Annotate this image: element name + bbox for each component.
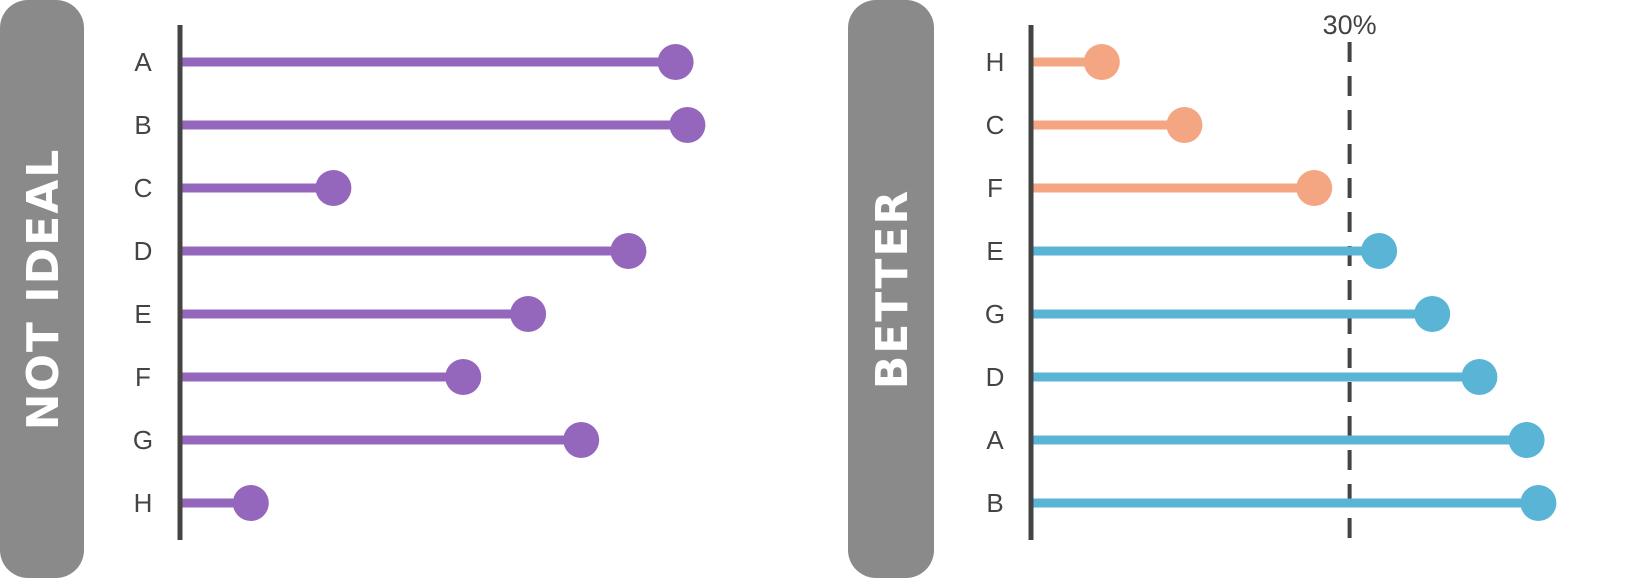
category-label: A (134, 47, 152, 77)
category-label: H (134, 488, 153, 518)
lollipop-dot (232, 485, 269, 521)
category-label: G (133, 425, 153, 455)
lollipop-dot (669, 107, 706, 143)
lollipop-dot (1361, 233, 1398, 269)
category-label: A (986, 425, 1004, 455)
lollipop-dot (1166, 107, 1203, 143)
right-lollipop-chart: 30% H C F E G D A B (985, 10, 1557, 540)
lollipop-dot (445, 359, 482, 395)
lollipop-dot (1508, 422, 1545, 458)
left-panel-tab (0, 0, 84, 578)
category-label: H (986, 47, 1005, 77)
lollipop-dot (563, 422, 600, 458)
lollipop-dot (657, 44, 694, 80)
category-label: B (134, 110, 151, 140)
category-label: C (986, 110, 1005, 140)
category-label: F (987, 173, 1003, 203)
reference-line-label: 30% (1323, 10, 1377, 40)
lollipop-dot (1520, 485, 1557, 521)
category-label: D (986, 362, 1005, 392)
lollipop-dot (1296, 170, 1333, 206)
left-panel-label: NOT IDEAL (18, 148, 69, 431)
right-panel-tab (848, 0, 934, 578)
category-label: E (986, 236, 1003, 266)
category-label: F (135, 362, 151, 392)
lollipop-dot (610, 233, 647, 269)
category-label: D (134, 236, 153, 266)
lollipop-dot (1461, 359, 1498, 395)
category-label: G (985, 299, 1005, 329)
right-panel-label: BETTER (867, 189, 918, 390)
category-label: C (134, 173, 153, 203)
category-label: E (134, 299, 151, 329)
lollipop-dot (315, 170, 352, 206)
lollipop-dot (510, 296, 547, 332)
lollipop-dot (1083, 44, 1120, 80)
category-label: B (986, 488, 1003, 518)
lollipop-dot (1414, 296, 1451, 332)
left-lollipop-chart: A B C D E F G H (133, 25, 706, 540)
